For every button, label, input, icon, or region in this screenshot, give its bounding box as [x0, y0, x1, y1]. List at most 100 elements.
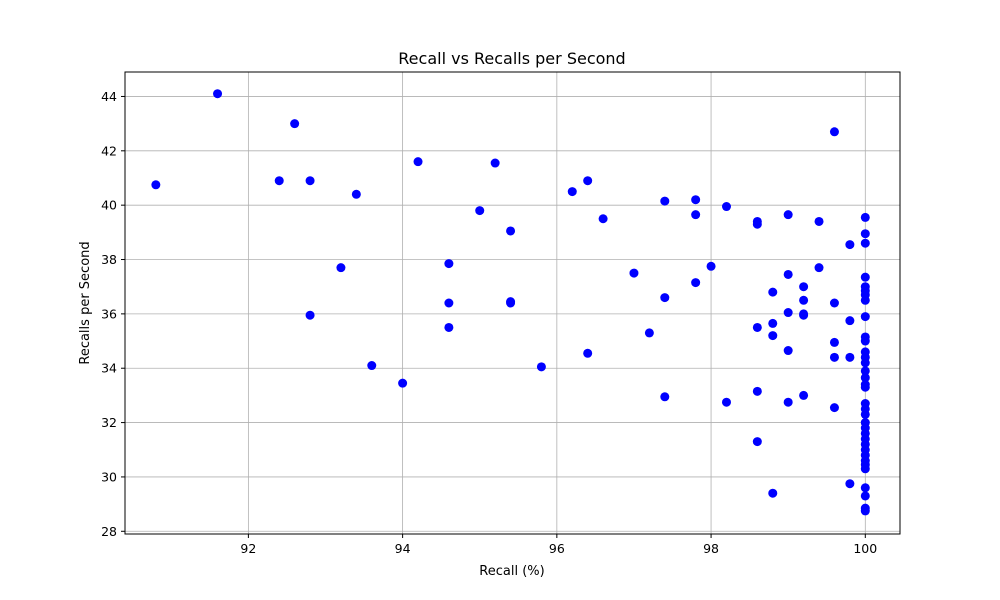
data-point	[768, 488, 778, 498]
data-point	[629, 268, 639, 278]
data-point	[490, 158, 500, 168]
data-point	[783, 397, 793, 407]
data-point	[583, 348, 593, 358]
y-tick-label: 32	[101, 415, 117, 430]
y-tick-label: 38	[101, 252, 117, 267]
data-point	[814, 263, 824, 273]
data-point	[860, 373, 870, 383]
data-point	[860, 272, 870, 282]
data-points	[151, 89, 870, 516]
y-axis-label: Recalls per Second	[78, 241, 93, 364]
data-point	[845, 240, 855, 250]
x-axis-label: Recall (%)	[479, 564, 544, 579]
data-point	[706, 261, 716, 271]
data-point	[151, 180, 161, 190]
data-point	[845, 316, 855, 326]
data-point	[814, 216, 824, 226]
data-point	[691, 210, 701, 220]
data-point	[860, 483, 870, 493]
data-point	[783, 346, 793, 356]
y-tick-label: 40	[101, 198, 117, 213]
data-point	[783, 308, 793, 318]
x-tick-label: 98	[703, 541, 719, 556]
data-point	[444, 322, 454, 332]
data-point	[660, 392, 670, 402]
y-tick-label: 44	[101, 89, 117, 104]
data-point	[351, 189, 361, 199]
data-point	[290, 119, 300, 129]
data-point	[752, 219, 762, 229]
data-point	[506, 298, 516, 308]
data-point	[860, 382, 870, 392]
data-point	[721, 397, 731, 407]
data-point	[860, 212, 870, 222]
data-point	[860, 295, 870, 305]
x-tick-label: 94	[395, 541, 411, 556]
data-point	[413, 157, 423, 167]
data-point	[783, 269, 793, 279]
data-point	[860, 229, 870, 239]
data-point	[336, 263, 346, 273]
data-point	[799, 282, 809, 292]
data-point	[305, 310, 315, 320]
data-point	[860, 506, 870, 516]
data-point	[752, 322, 762, 332]
data-point	[829, 127, 839, 137]
data-point	[444, 298, 454, 308]
data-point	[768, 318, 778, 328]
data-point	[475, 206, 485, 216]
data-point	[768, 287, 778, 297]
chart-title: Recall vs Recalls per Second	[398, 49, 625, 68]
data-point	[829, 352, 839, 362]
data-point	[799, 310, 809, 320]
data-point	[768, 331, 778, 341]
y-tick-label: 30	[101, 469, 117, 484]
data-point	[860, 464, 870, 474]
data-point	[660, 196, 670, 206]
data-point	[829, 403, 839, 413]
data-point	[660, 293, 670, 303]
data-point	[398, 378, 408, 388]
data-point	[691, 278, 701, 288]
data-point	[721, 202, 731, 212]
axis-ticks: 92 94 96 98 100 28 30 32 34 36 38 40 42 44	[101, 89, 877, 556]
data-point	[860, 336, 870, 346]
gridlines	[125, 72, 900, 534]
data-point	[691, 195, 701, 205]
data-point	[860, 491, 870, 501]
data-point	[845, 479, 855, 489]
data-point	[644, 328, 654, 338]
data-point	[367, 361, 377, 371]
data-point	[752, 437, 762, 447]
data-point	[860, 358, 870, 368]
data-point	[598, 214, 608, 224]
plot-area-frame	[124, 71, 901, 535]
data-point	[860, 312, 870, 322]
y-tick-label: 34	[101, 361, 117, 376]
data-point	[506, 226, 516, 236]
y-tick-label: 28	[101, 524, 117, 539]
y-tick-label: 36	[101, 306, 117, 321]
data-point	[274, 176, 284, 186]
data-point	[583, 176, 593, 186]
data-point	[783, 210, 793, 220]
x-tick-label: 100	[853, 541, 877, 556]
data-point	[860, 366, 870, 376]
x-tick-label: 96	[549, 541, 565, 556]
data-point	[213, 89, 223, 99]
data-point	[444, 259, 454, 269]
data-point	[567, 187, 577, 197]
data-point	[752, 386, 762, 396]
data-point	[305, 176, 315, 186]
data-point	[799, 295, 809, 305]
x-tick-label: 92	[240, 541, 256, 556]
y-tick-label: 42	[101, 143, 117, 158]
data-point	[829, 298, 839, 308]
data-point	[860, 409, 870, 419]
data-point	[536, 362, 546, 372]
data-point	[845, 352, 855, 362]
data-point	[860, 238, 870, 248]
data-point	[799, 390, 809, 400]
data-point	[829, 337, 839, 347]
